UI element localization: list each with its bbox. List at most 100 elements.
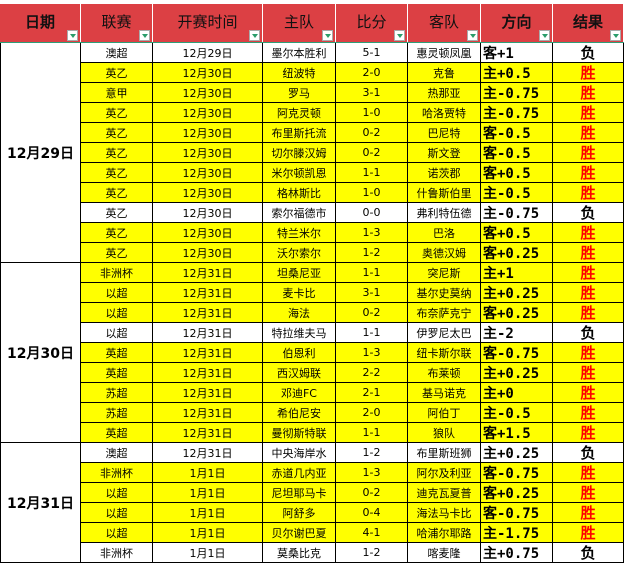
score-cell[interactable]: 2-0	[336, 63, 408, 83]
away-team-cell[interactable]: 诺茨郡	[408, 163, 481, 183]
home-team-cell[interactable]: 坦桑尼亚	[263, 263, 336, 283]
home-team-cell[interactable]: 沃尔索尔	[263, 243, 336, 263]
home-team-cell[interactable]: 纽波特	[263, 63, 336, 83]
away-team-cell[interactable]: 布奈萨克宁	[408, 303, 481, 323]
direction-cell[interactable]: 客+1.5	[481, 423, 553, 443]
home-team-cell[interactable]: 中央海岸水	[263, 443, 336, 463]
league-cell[interactable]: 苏超	[81, 403, 153, 423]
filter-dropdown-icon[interactable]	[467, 30, 478, 41]
direction-cell[interactable]: 客+0.5	[481, 223, 553, 243]
league-cell[interactable]: 英乙	[81, 183, 153, 203]
direction-cell[interactable]: 主-0.75	[481, 83, 553, 103]
direction-cell[interactable]: 主+0.25	[481, 363, 553, 383]
away-team-cell[interactable]: 阿伯丁	[408, 403, 481, 423]
filter-dropdown-icon[interactable]	[249, 30, 260, 41]
score-cell[interactable]: 1-1	[336, 323, 408, 343]
score-cell[interactable]: 4-1	[336, 523, 408, 543]
kickoff-time-cell[interactable]: 12月30日	[153, 103, 263, 123]
result-cell[interactable]: 胜	[553, 143, 624, 163]
filter-dropdown-icon[interactable]	[394, 30, 405, 41]
result-cell[interactable]: 胜	[553, 503, 624, 523]
away-team-cell[interactable]: 狼队	[408, 423, 481, 443]
home-team-cell[interactable]: 特拉维夫马	[263, 323, 336, 343]
away-team-cell[interactable]: 克鲁	[408, 63, 481, 83]
score-cell[interactable]: 0-2	[336, 123, 408, 143]
result-cell[interactable]: 胜	[553, 283, 624, 303]
home-team-cell[interactable]: 特兰米尔	[263, 223, 336, 243]
score-cell[interactable]: 3-1	[336, 83, 408, 103]
score-cell[interactable]: 1-2	[336, 243, 408, 263]
away-team-cell[interactable]: 迪克瓦夏普	[408, 483, 481, 503]
league-cell[interactable]: 以超	[81, 323, 153, 343]
filter-dropdown-icon[interactable]	[67, 30, 78, 41]
kickoff-time-cell[interactable]: 12月30日	[153, 203, 263, 223]
home-team-cell[interactable]: 阿舒多	[263, 503, 336, 523]
kickoff-time-cell[interactable]: 12月31日	[153, 283, 263, 303]
home-team-cell[interactable]: 贝尔谢巴夏	[263, 523, 336, 543]
result-cell[interactable]: 胜	[553, 523, 624, 543]
result-cell[interactable]: 胜	[553, 423, 624, 443]
kickoff-time-cell[interactable]: 12月30日	[153, 223, 263, 243]
result-cell[interactable]: 负	[553, 543, 624, 563]
direction-cell[interactable]: 客+1	[481, 43, 553, 63]
result-cell[interactable]: 胜	[553, 403, 624, 423]
home-team-cell[interactable]: 海法	[263, 303, 336, 323]
score-cell[interactable]: 0-2	[336, 483, 408, 503]
away-team-cell[interactable]: 弗利特伍德	[408, 203, 481, 223]
league-cell[interactable]: 非洲杯	[81, 263, 153, 283]
score-cell[interactable]: 1-0	[336, 103, 408, 123]
score-cell[interactable]: 0-2	[336, 303, 408, 323]
score-cell[interactable]: 0-0	[336, 203, 408, 223]
away-team-cell[interactable]: 惠灵顿凤凰	[408, 43, 481, 63]
league-cell[interactable]: 非洲杯	[81, 463, 153, 483]
league-cell[interactable]: 以超	[81, 503, 153, 523]
kickoff-time-cell[interactable]: 12月30日	[153, 123, 263, 143]
direction-cell[interactable]: 客+0.25	[481, 303, 553, 323]
direction-cell[interactable]: 主-0.5	[481, 183, 553, 203]
result-cell[interactable]: 胜	[553, 223, 624, 243]
away-team-cell[interactable]: 布里斯班狮	[408, 443, 481, 463]
direction-cell[interactable]: 客+0.25	[481, 483, 553, 503]
kickoff-time-cell[interactable]: 1月1日	[153, 523, 263, 543]
date-cell[interactable]: 12月31日	[0, 443, 81, 563]
home-team-cell[interactable]: 格林斯比	[263, 183, 336, 203]
score-cell[interactable]: 1-1	[336, 263, 408, 283]
direction-cell[interactable]: 主-2	[481, 323, 553, 343]
league-cell[interactable]: 澳超	[81, 43, 153, 63]
home-team-cell[interactable]: 赤道几内亚	[263, 463, 336, 483]
league-cell[interactable]: 英乙	[81, 243, 153, 263]
score-cell[interactable]: 1-0	[336, 183, 408, 203]
league-cell[interactable]: 英超	[81, 423, 153, 443]
kickoff-time-cell[interactable]: 12月31日	[153, 423, 263, 443]
direction-cell[interactable]: 主-0.5	[481, 403, 553, 423]
result-cell[interactable]: 胜	[553, 243, 624, 263]
league-cell[interactable]: 非洲杯	[81, 543, 153, 563]
score-cell[interactable]: 0-2	[336, 143, 408, 163]
away-team-cell[interactable]: 伊罗尼太巴	[408, 323, 481, 343]
home-team-cell[interactable]: 米尔顿凯恩	[263, 163, 336, 183]
away-team-cell[interactable]: 基尔史莫纳	[408, 283, 481, 303]
filter-dropdown-icon[interactable]	[610, 30, 621, 41]
league-cell[interactable]: 苏超	[81, 383, 153, 403]
kickoff-time-cell[interactable]: 12月30日	[153, 163, 263, 183]
away-team-cell[interactable]: 喀麦隆	[408, 543, 481, 563]
date-cell[interactable]: 12月30日	[0, 263, 81, 443]
kickoff-time-cell[interactable]: 12月31日	[153, 383, 263, 403]
date-cell[interactable]: 12月29日	[0, 43, 81, 263]
direction-cell[interactable]: 主+0.5	[481, 63, 553, 83]
league-cell[interactable]: 英乙	[81, 163, 153, 183]
result-cell[interactable]: 胜	[553, 463, 624, 483]
result-cell[interactable]: 胜	[553, 383, 624, 403]
score-cell[interactable]: 1-3	[336, 223, 408, 243]
home-team-cell[interactable]: 切尔滕汉姆	[263, 143, 336, 163]
kickoff-time-cell[interactable]: 12月31日	[153, 403, 263, 423]
result-cell[interactable]: 胜	[553, 263, 624, 283]
filter-dropdown-icon[interactable]	[139, 30, 150, 41]
home-team-cell[interactable]: 阿克灵顿	[263, 103, 336, 123]
away-team-cell[interactable]: 海法马卡比	[408, 503, 481, 523]
kickoff-time-cell[interactable]: 12月29日	[153, 43, 263, 63]
score-cell[interactable]: 0-4	[336, 503, 408, 523]
direction-cell[interactable]: 客-0.5	[481, 123, 553, 143]
home-team-cell[interactable]: 索尔福德市	[263, 203, 336, 223]
league-cell[interactable]: 以超	[81, 523, 153, 543]
